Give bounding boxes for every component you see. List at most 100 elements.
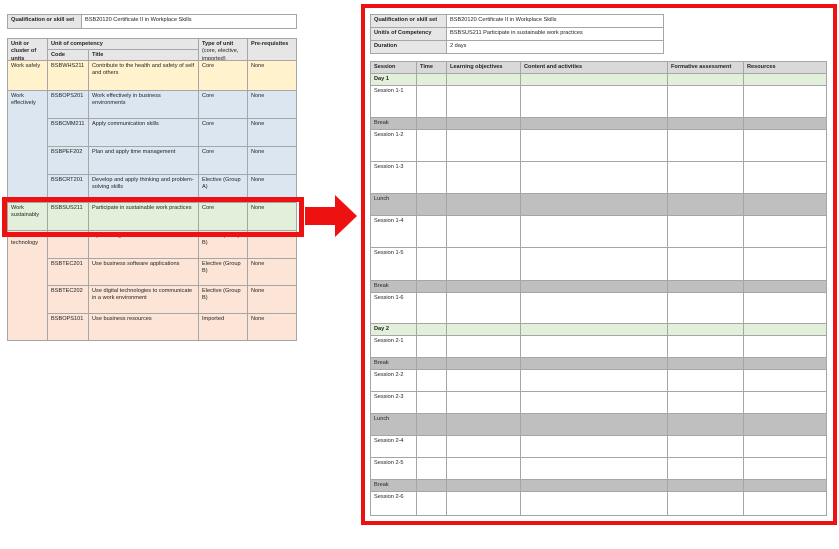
cell-text: Lunch — [374, 196, 390, 202]
unit-code: BSBTEC201 — [47, 258, 89, 286]
unit-title: Use business resources — [88, 313, 199, 341]
empty-cell — [520, 335, 668, 358]
cell-text: None — [251, 121, 265, 127]
empty-cell — [416, 369, 447, 392]
cell-text: Session 1-3 — [374, 164, 404, 170]
info-value: BSBSUS211 Participate in sustainable wor… — [446, 27, 664, 41]
unit-prereq: None — [247, 258, 297, 286]
unit-type: Core — [198, 90, 248, 119]
empty-cell — [416, 215, 447, 248]
empty-cell — [520, 85, 668, 118]
empty-cell — [743, 369, 827, 392]
cell-text: Session 2-1 — [374, 338, 404, 344]
unit-code: BSBPEF202 — [47, 146, 89, 175]
cluster: Work effectively — [7, 90, 48, 203]
empty-cell — [743, 193, 827, 216]
empty-cell — [446, 85, 521, 118]
empty-cell — [520, 193, 668, 216]
cell-text: Work safely — [11, 63, 41, 69]
cell-text: Break — [374, 283, 389, 289]
cell-text: Plan and apply time management — [92, 149, 176, 155]
cell-text: Use business resources — [92, 316, 152, 322]
cell-text: BSBCMM211 — [51, 121, 85, 127]
cell-text: Session 1-2 — [374, 132, 404, 138]
cell-text: Title — [92, 52, 104, 58]
cell-text: Time — [420, 64, 433, 70]
unit-prereq: None — [247, 313, 297, 341]
empty-cell — [667, 369, 744, 392]
empty-cell — [667, 193, 744, 216]
cell-text: Use digital technologies to communicate … — [92, 288, 193, 302]
arrow — [305, 195, 357, 237]
cell-text: Qualification or skill set — [11, 17, 75, 23]
cell-text: None — [251, 93, 265, 99]
unit-type: Elective (Group B) — [198, 285, 248, 314]
cell-text: None — [251, 205, 265, 211]
empty-cell — [446, 435, 521, 458]
cell-text: BSBOPS101 — [51, 316, 84, 322]
empty-cell — [743, 413, 827, 436]
empty-cell — [667, 85, 744, 118]
cell-text: 2 days — [450, 43, 467, 49]
cluster: Work safely — [7, 60, 48, 91]
empty-cell — [416, 335, 447, 358]
cell-text: Unit or cluster of units — [11, 41, 37, 61]
session-cell: Session 1-1 — [370, 85, 417, 118]
cell-text: Core — [202, 149, 215, 155]
unit-code: BSBCMM211 — [47, 118, 89, 147]
empty-cell — [520, 129, 668, 162]
qualification-label: Qualification or skill set — [7, 14, 82, 29]
cell-text: Learning objectives — [450, 64, 503, 70]
empty-cell — [446, 335, 521, 358]
unit-prereq: None — [247, 202, 297, 231]
cell-text: BSBCRT201 — [51, 177, 83, 183]
empty-cell — [667, 129, 744, 162]
empty-cell — [446, 247, 521, 281]
empty-cell — [446, 129, 521, 162]
cell-text: Unit/s of Competency — [374, 30, 432, 36]
cell-text: Imported — [202, 316, 225, 322]
empty-cell — [667, 247, 744, 281]
empty-cell — [667, 413, 744, 436]
empty-cell — [446, 292, 521, 324]
info-value: BSB20120 Certificate II in Workplace Ski… — [446, 14, 664, 28]
empty-cell — [520, 292, 668, 324]
empty-cell — [743, 129, 827, 162]
unit-type: Core — [198, 118, 248, 147]
cell-text: BSBTEC202 — [51, 288, 83, 294]
empty-cell — [416, 413, 447, 436]
unit-prereq: None — [247, 285, 297, 314]
empty-cell — [446, 491, 521, 516]
empty-cell — [743, 491, 827, 516]
session-cell: Session 1-2 — [370, 129, 417, 162]
cell-text: Core — [202, 121, 215, 127]
cell-text: Develop and apply thinking and problem-s… — [92, 177, 194, 191]
unit-title: Participate in sustainable work practice… — [88, 202, 199, 231]
empty-cell — [416, 129, 447, 162]
cell-text: Elective (Group B) — [202, 288, 241, 302]
empty-cell — [446, 193, 521, 216]
cell-text: Break — [374, 482, 389, 488]
cell-text: Apply communication skills — [92, 121, 159, 127]
cell-text: Participate in sustainable work practice… — [92, 205, 192, 211]
empty-cell — [667, 491, 744, 516]
empty-cell — [520, 457, 668, 480]
cell-text: Elective (Group A) — [202, 177, 241, 191]
empty-cell — [743, 391, 827, 414]
cell-text: Content and activities — [524, 64, 583, 70]
info-label: Duration — [370, 40, 447, 54]
unit-prereq: None — [247, 90, 297, 119]
cell-text: None — [251, 261, 265, 267]
cell-text: Qualification or skill set — [374, 17, 438, 23]
empty-cell — [667, 457, 744, 480]
highlight-box — [2, 197, 304, 237]
cell-text: Day 1 — [374, 76, 389, 82]
empty-cell — [446, 369, 521, 392]
unit-title: Plan and apply time management — [88, 146, 199, 175]
empty-cell — [743, 161, 827, 194]
session-cell: Session 1-4 — [370, 215, 417, 248]
session-cell: Session 2-2 — [370, 369, 417, 392]
empty-cell — [520, 161, 668, 194]
cluster: Use technology — [7, 230, 48, 341]
